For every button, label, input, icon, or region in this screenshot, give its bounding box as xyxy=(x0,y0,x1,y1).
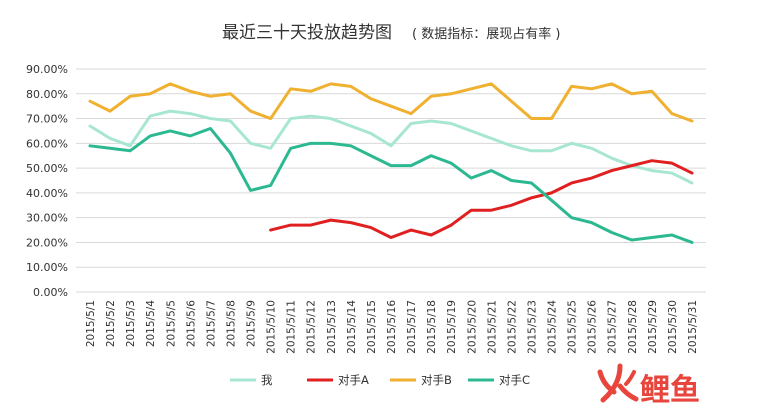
x-tick-label: 2015/5/21 xyxy=(486,300,498,354)
y-tick-label: 10.00% xyxy=(26,261,68,274)
x-tick-label: 2015/5/7 xyxy=(205,300,217,347)
legend-label: 对手A xyxy=(338,373,369,387)
x-tick-label: 2015/5/17 xyxy=(406,300,418,354)
watermark-text: 鲤鱼 xyxy=(640,373,700,408)
chart-title: 最近三十天投放趋势图 ( 数据指标：展现占有率 ) xyxy=(222,23,560,43)
chart-subtitle-text: ( 数据指标：展现占有率 ) xyxy=(412,26,560,42)
y-tick-label: 90.00% xyxy=(26,63,68,76)
x-tick-label: 2015/5/22 xyxy=(506,300,518,354)
x-axis-ticks: 2015/5/1 2015/5/2 2015/5/3 2015/5/4 2015/5/5… xyxy=(85,300,699,354)
y-tick-label: 40.00% xyxy=(26,187,68,200)
chart-title-text: 最近三十天投放趋势图 xyxy=(222,23,392,43)
y-tick-label: 20.00% xyxy=(26,236,68,249)
x-tick-label: 2015/5/24 xyxy=(547,300,559,354)
x-tick-label: 2015/5/19 xyxy=(446,300,458,354)
legend-label: 我 xyxy=(261,373,273,387)
x-tick-label: 2015/5/13 xyxy=(326,300,338,354)
y-tick-label: 0.00% xyxy=(33,286,68,299)
x-tick-label: 2015/5/1 xyxy=(85,300,97,347)
fire-logo-icon xyxy=(597,363,639,403)
x-tick-label: 2015/5/5 xyxy=(165,300,177,347)
x-tick-label: 2015/5/10 xyxy=(266,300,278,354)
x-tick-label: 2015/5/29 xyxy=(647,300,659,354)
grid xyxy=(76,68,706,293)
x-tick-label: 2015/5/16 xyxy=(386,300,398,354)
series-line-0 xyxy=(88,109,694,185)
x-tick-label: 2015/5/28 xyxy=(627,300,639,354)
legend: 我 对手A 对手B 对手C xyxy=(230,373,530,387)
watermark-logo: 鲤鱼 xyxy=(597,363,700,408)
x-tick-label: 2015/5/20 xyxy=(466,300,478,354)
x-tick-label: 2015/5/27 xyxy=(607,300,619,354)
x-tick-label: 2015/5/18 xyxy=(426,300,438,354)
series-line-2 xyxy=(88,82,694,123)
x-tick-label: 2015/5/26 xyxy=(587,300,599,354)
y-tick-label: 60.00% xyxy=(26,137,68,150)
legend-label: 对手C xyxy=(499,373,530,387)
x-tick-label: 2015/5/4 xyxy=(145,300,157,347)
x-tick-label: 2015/5/14 xyxy=(346,300,358,354)
x-tick-label: 2015/5/6 xyxy=(185,300,197,347)
legend-label: 对手B xyxy=(421,373,452,387)
x-tick-label: 2015/5/9 xyxy=(246,300,258,347)
series-line-3 xyxy=(88,126,694,244)
y-tick-label: 70.00% xyxy=(26,113,68,126)
series-line-1 xyxy=(269,159,694,239)
x-tick-label: 2015/5/15 xyxy=(366,300,378,354)
x-tick-label: 2015/5/2 xyxy=(105,300,117,347)
x-tick-label: 2015/5/8 xyxy=(225,300,237,347)
y-tick-label: 30.00% xyxy=(26,212,68,225)
y-tick-label: 50.00% xyxy=(26,162,68,175)
x-tick-label: 2015/5/25 xyxy=(567,300,579,354)
x-tick-label: 2015/5/23 xyxy=(526,300,538,354)
x-tick-label: 2015/5/30 xyxy=(667,300,679,354)
y-tick-label: 80.00% xyxy=(26,88,68,101)
y-axis-ticks: 0.00% 10.00% 20.00% 30.00% 40.00% 50.00% 60.00… xyxy=(26,63,68,299)
x-tick-label: 2015/5/3 xyxy=(125,300,137,347)
x-tick-label: 2015/5/31 xyxy=(687,300,699,354)
x-tick-label: 2015/5/12 xyxy=(306,300,318,354)
x-tick-label: 2015/5/11 xyxy=(286,300,298,354)
series-lines xyxy=(88,82,694,244)
